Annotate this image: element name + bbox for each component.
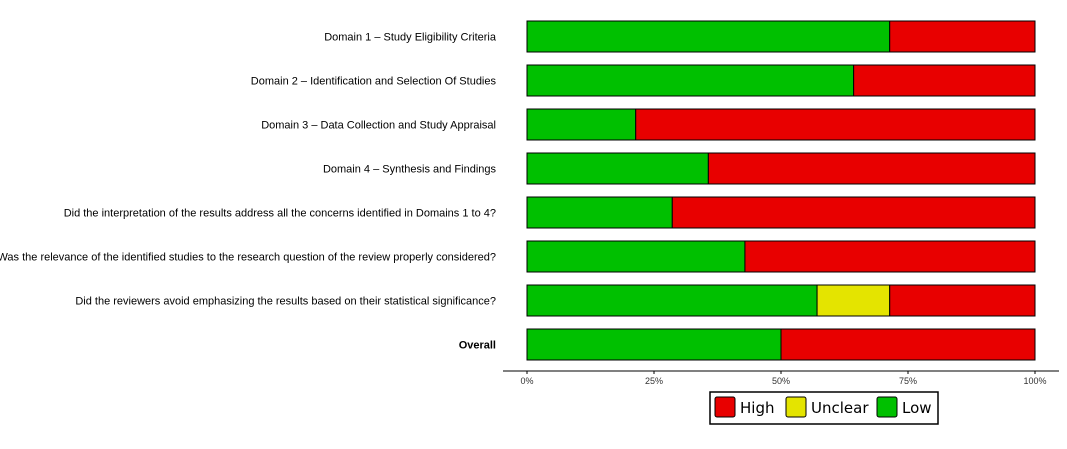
x-tick-label: 75%	[899, 376, 917, 386]
bar-segment-high	[853, 64, 1036, 97]
bar-segment-low	[526, 108, 637, 141]
bar-segment-high	[889, 20, 1036, 53]
bar-segment-high	[780, 328, 1036, 361]
bar-segment-high	[744, 240, 1036, 273]
legend-label-unclear: Unclear	[811, 399, 869, 417]
legend-swatch-high	[714, 396, 736, 418]
category-label: Domain 1 – Study Eligibility Criteria	[324, 32, 497, 44]
legend-swatch-low	[876, 396, 898, 418]
bar-segment-high	[635, 108, 1036, 141]
bar-segment-high	[707, 152, 1036, 185]
x-tick-label: 50%	[772, 376, 790, 386]
category-labels: Domain 1 – Study Eligibility Criteria Dom…	[0, 32, 497, 352]
legend-box	[709, 391, 939, 425]
bar-segment-low	[526, 152, 709, 185]
bar-segment-low	[526, 64, 855, 97]
category-label: Domain 4 – Synthesis and Findings	[323, 164, 497, 176]
legend-swatch-unclear	[785, 396, 807, 418]
category-label: Overall	[459, 340, 496, 352]
legend-label-high: High	[740, 399, 774, 417]
bar-segment-unclear	[816, 284, 891, 317]
bar-segment-high	[671, 196, 1036, 229]
category-label: Was the relevance of the identified stud…	[0, 252, 496, 264]
legend-label-low: Low	[902, 399, 932, 417]
x-tick-label: 100%	[1023, 376, 1046, 386]
category-label: Did the interpretation of the results ad…	[64, 208, 496, 220]
category-label: Did the reviewers avoid emphasizing the …	[75, 296, 496, 308]
bar-segment-low	[526, 284, 818, 317]
category-label: Domain 2 – Identification and Selection …	[251, 76, 497, 88]
bar-segment-low	[526, 240, 746, 273]
x-tick-label: 0%	[520, 376, 533, 386]
category-label: Domain 3 – Data Collection and Study App…	[261, 120, 496, 132]
bar-segment-low	[526, 20, 891, 53]
bar-segment-high	[889, 284, 1036, 317]
bar-segment-low	[526, 196, 673, 229]
x-tick-label: 25%	[645, 376, 663, 386]
x-axis: 0% 25% 50% 75% 100%	[503, 370, 1059, 386]
bar-segment-low	[526, 328, 782, 361]
bar-area	[526, 20, 1036, 361]
legend: High Unclear Low	[709, 391, 939, 425]
